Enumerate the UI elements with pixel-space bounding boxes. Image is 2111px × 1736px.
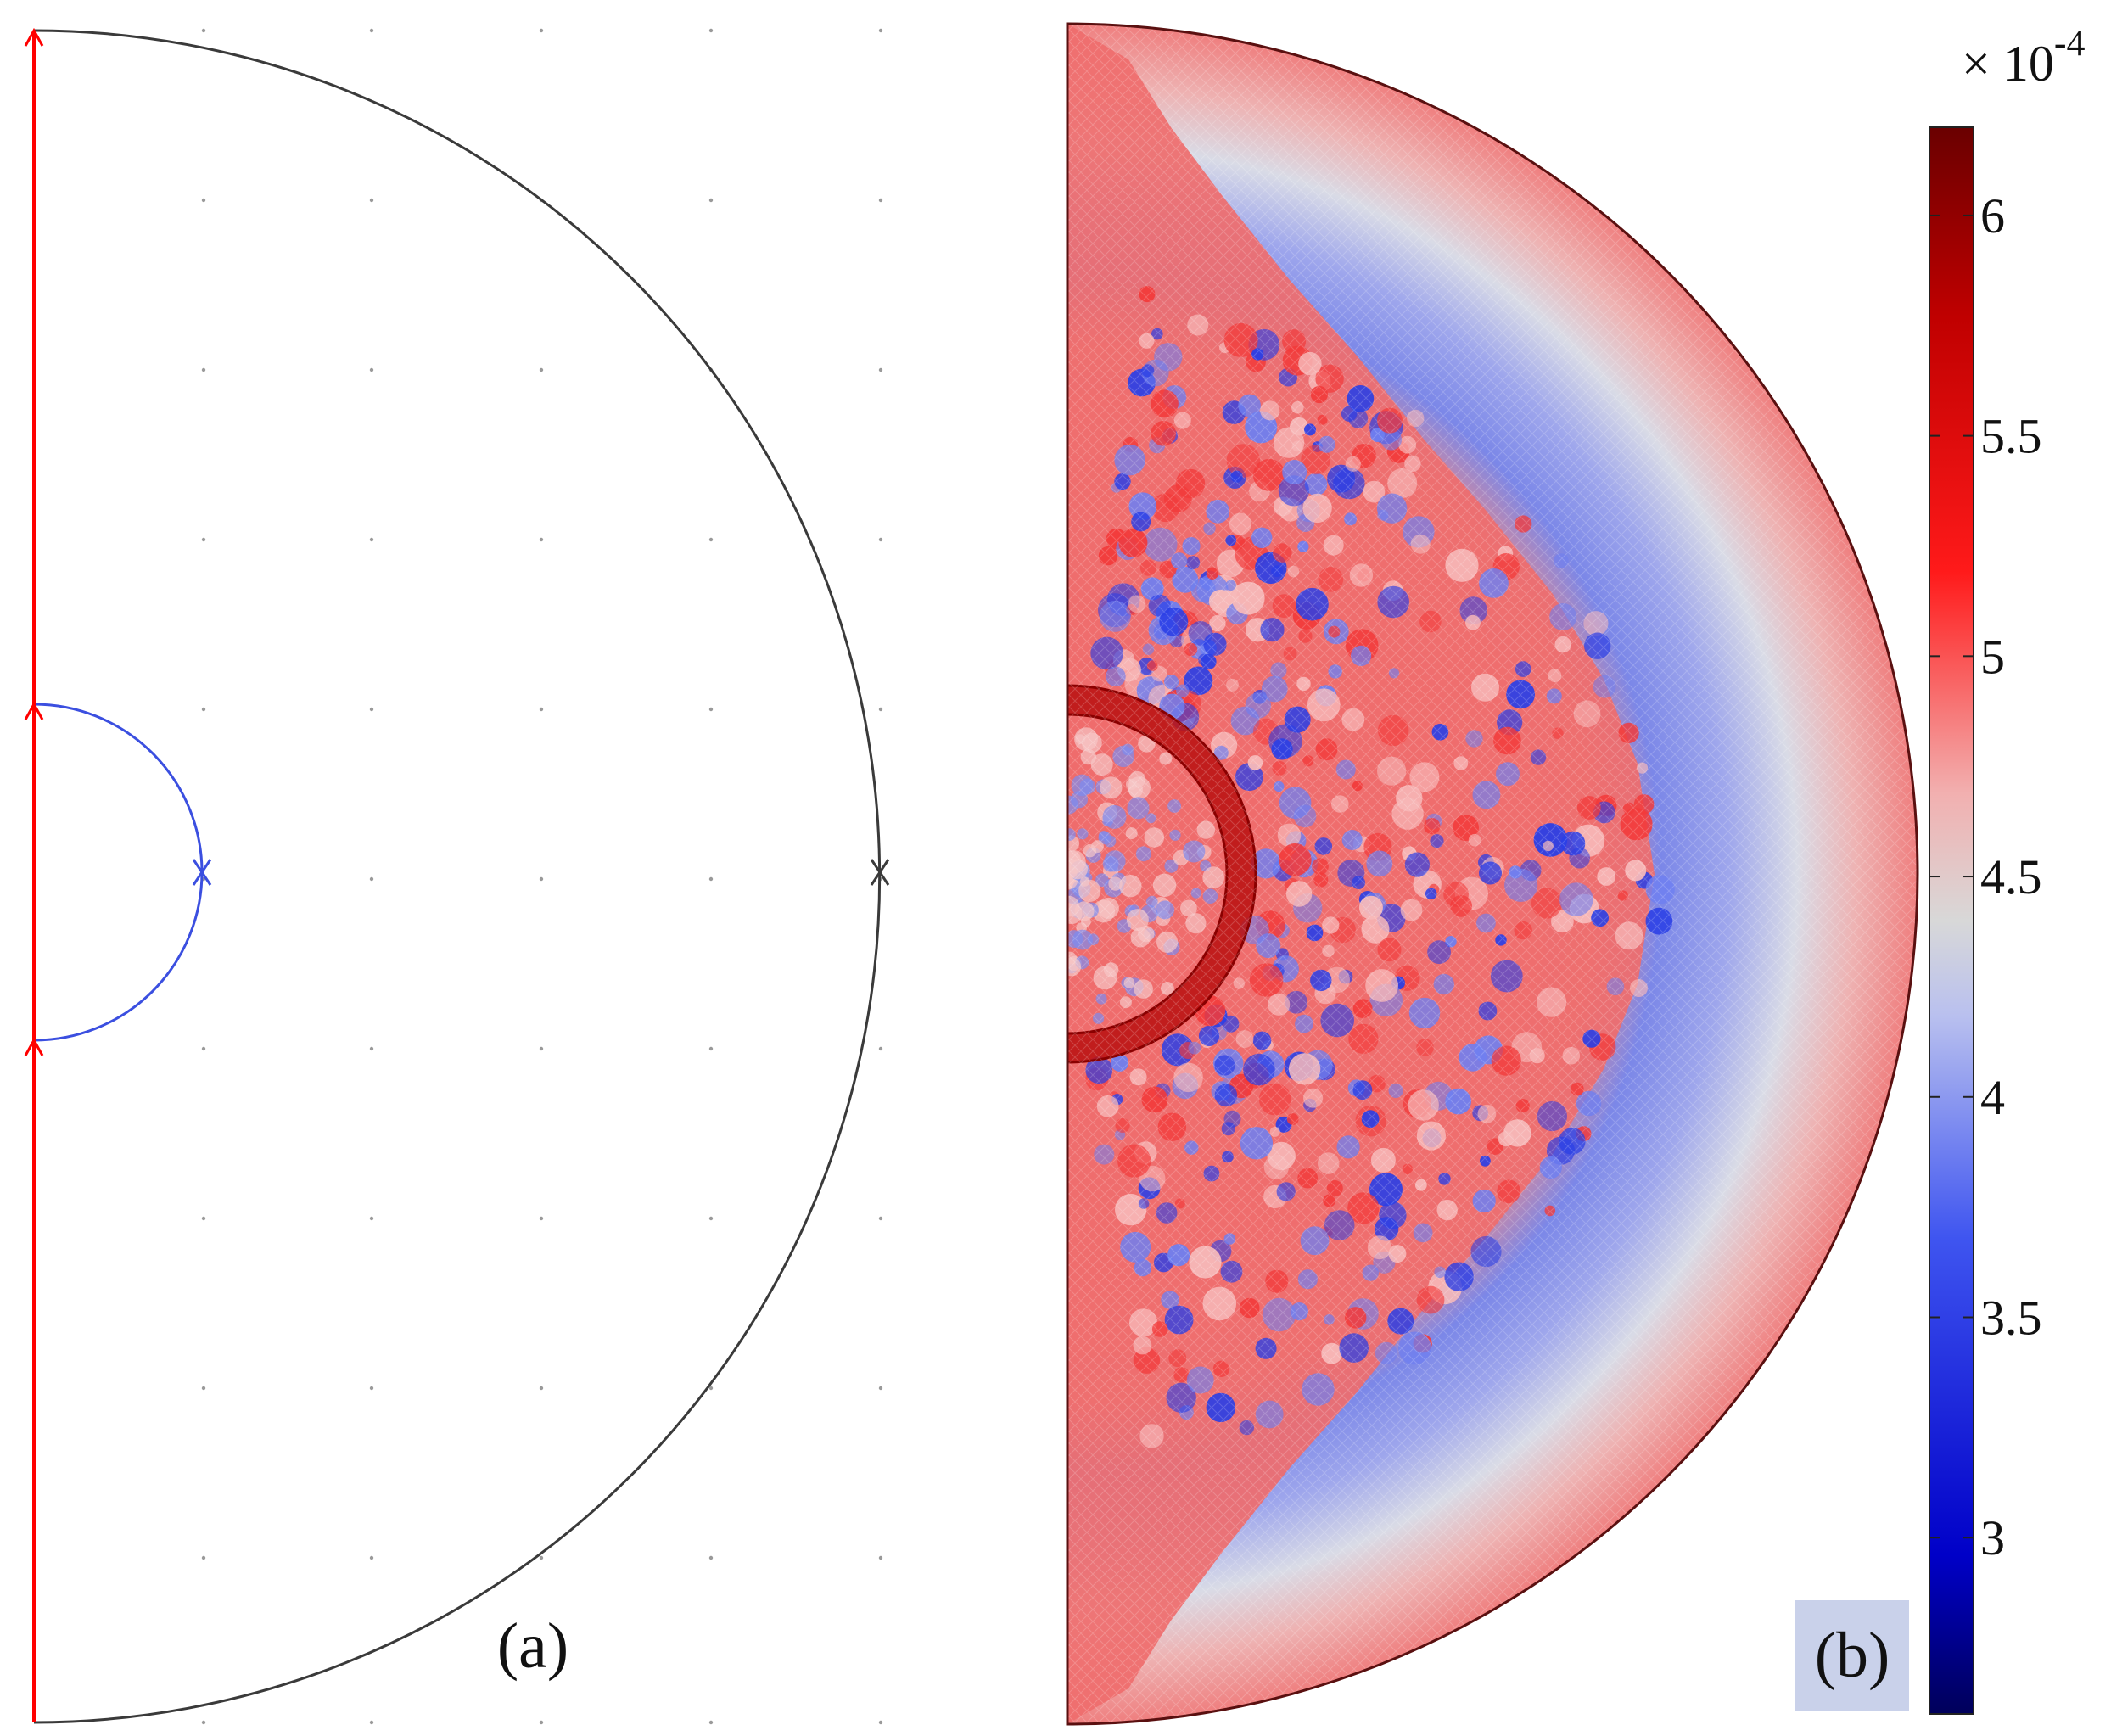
grid-dot <box>878 198 883 203</box>
grid-dot <box>708 28 714 33</box>
panel-a-geometry: (a) <box>24 27 890 1725</box>
grid-dot <box>708 1555 714 1560</box>
grid-dot <box>369 876 374 882</box>
grid-dot <box>539 1216 544 1221</box>
colorbar-tick-label: 3 <box>1980 1510 2005 1565</box>
grid-dot <box>539 1720 544 1725</box>
grid-dots <box>201 28 883 1725</box>
grid-dot <box>708 537 714 542</box>
field-boundary <box>1066 22 1919 1726</box>
panel-b-label: (b) <box>1815 1620 1890 1691</box>
colorbar-gradient <box>1929 127 1974 1714</box>
grid-dot <box>369 1720 374 1725</box>
grid-dot <box>369 1386 374 1391</box>
panel-a-label: (a) <box>497 1610 568 1682</box>
colorbar-tick-label: 6 <box>1980 188 2005 244</box>
colorbar-tick-label: 4 <box>1980 1070 2005 1125</box>
grid-dot <box>878 537 883 542</box>
colorbar: × 10-4 6 5.5 5 4.5 4 3.5 3 <box>1929 22 2086 1715</box>
grid-dot <box>708 198 714 203</box>
grid-dot <box>369 1555 374 1560</box>
grid-dot <box>369 198 374 203</box>
colorbar-tick-label: 5.5 <box>1980 409 2042 464</box>
grid-dot <box>878 1046 883 1051</box>
colorbar-ticks: 6 5.5 5 4.5 4 3.5 3 <box>1929 188 2042 1565</box>
grid-dot <box>201 1046 206 1051</box>
grid-dot <box>369 1046 374 1051</box>
grid-dot <box>201 1720 206 1725</box>
grid-dot <box>369 707 374 712</box>
panel-b-label-box <box>1795 1600 1909 1711</box>
grid-dot <box>539 28 544 33</box>
colorbar-tick-label: 3.5 <box>1980 1291 2042 1346</box>
colorbar-tick-label: 4.5 <box>1980 849 2042 904</box>
grid-dot <box>201 367 206 372</box>
grid-dot <box>201 707 206 712</box>
grid-dot <box>539 367 544 372</box>
axis-arrow <box>24 27 44 1056</box>
grid-dot <box>708 707 714 712</box>
grid-dot <box>878 1720 883 1725</box>
grid-dot <box>708 1720 714 1725</box>
grid-dot <box>369 28 374 33</box>
grid-dot <box>878 28 883 33</box>
grid-dot <box>369 367 374 372</box>
grid-dot <box>708 1046 714 1051</box>
inner-vertex-marker <box>192 859 212 886</box>
grid-dot <box>539 1386 544 1391</box>
grid-dot <box>878 1555 883 1560</box>
grid-dot <box>708 1216 714 1221</box>
grid-dot <box>201 1216 206 1221</box>
outer-boundary-arc <box>33 29 882 1724</box>
grid-dot <box>201 537 206 542</box>
grid-dot <box>539 876 544 882</box>
grid-dot <box>201 28 206 33</box>
grid-dot <box>708 1386 714 1391</box>
grid-dot <box>878 707 883 712</box>
colorbar-scale-factor: × 10-4 <box>1962 22 2086 92</box>
grid-dot <box>369 1216 374 1221</box>
grid-dot <box>539 1046 544 1051</box>
grid-dot <box>878 1386 883 1391</box>
grid-dot <box>369 537 374 542</box>
grid-dot <box>878 367 883 372</box>
colorbar-tick-label: 5 <box>1980 629 2005 684</box>
grid-dot <box>201 1555 206 1560</box>
grid-dot <box>539 707 544 712</box>
inner-boundary-arc <box>33 703 204 1042</box>
grid-dot <box>201 198 206 203</box>
grid-dot <box>708 876 714 882</box>
grid-dot <box>878 1216 883 1221</box>
outer-vertex-marker <box>870 859 890 886</box>
colorbar-frame <box>1929 126 1974 1715</box>
grid-dot <box>201 1386 206 1391</box>
panel-b-field-plot: (b) <box>1066 22 1919 1726</box>
grid-dot <box>539 537 544 542</box>
grid-dot <box>539 1555 544 1560</box>
